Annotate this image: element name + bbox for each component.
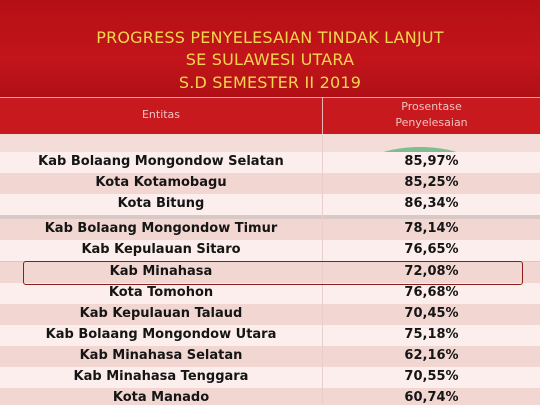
table-row: Kota Tomohon 76,68% bbox=[0, 283, 540, 304]
row-percent: 62,16% bbox=[404, 348, 459, 363]
row-entity: Kab Kepulauan Sitaro bbox=[81, 242, 241, 257]
row-entity: Kab Bolaang Mongondow Utara bbox=[45, 327, 277, 342]
row-entity: Kab Minahasa Selatan bbox=[79, 348, 243, 363]
table-spacer-row bbox=[0, 134, 540, 152]
header-prosentase-line2: Penyelesaian bbox=[395, 116, 468, 129]
header-entitas: Entitas bbox=[141, 108, 181, 121]
row-percent: 76,68% bbox=[404, 285, 459, 300]
table-row: Kab Minahasa Selatan 62,16% bbox=[0, 346, 540, 367]
row-entity: Kota Tomohon bbox=[108, 285, 214, 300]
header-divider bbox=[322, 97, 323, 134]
row-percent: 76,65% bbox=[404, 242, 459, 257]
title-line-1: PROGRESS PENYELESAIAN TINDAK LANJUT bbox=[96, 28, 444, 47]
row-percent: 78,14% bbox=[404, 221, 459, 236]
row-entity: Kab Minahasa Tenggara bbox=[73, 369, 249, 384]
table-row: Kab Minahasa Tenggara 70,55% bbox=[0, 367, 540, 388]
table-row: Kota Manado 60,74% bbox=[0, 388, 540, 405]
table-row: Kab Bolaang Mongondow Timur 78,14% bbox=[0, 219, 540, 240]
minahasa-outline-marker bbox=[23, 261, 523, 285]
row-entity: Kota Bitung bbox=[117, 196, 205, 211]
header-prosentase: Prosentase Penyelesaian bbox=[323, 99, 540, 131]
table-row: Kab Bolaang Mongondow Utara 75,18% bbox=[0, 325, 540, 346]
row-percent: 86,34% bbox=[404, 196, 459, 211]
row-percent: 70,45% bbox=[404, 306, 459, 321]
table-header-row bbox=[0, 97, 540, 135]
title-line-2: SE SULAWESI UTARA bbox=[185, 50, 355, 69]
table-row: Kab Minahasa 72,08% bbox=[0, 262, 540, 283]
row-percent: 75,18% bbox=[404, 327, 459, 342]
table-row: Kab Kepulauan Sitaro 76,65% bbox=[0, 240, 540, 261]
row-percent: 60,74% bbox=[404, 390, 459, 405]
title-band bbox=[0, 0, 540, 97]
row-percent: 85,97% bbox=[404, 154, 459, 169]
row-percent: 70,55% bbox=[404, 369, 459, 384]
row-percent: 72,08% bbox=[404, 264, 459, 279]
row-entity: Kab Kepulauan Talaud bbox=[79, 306, 243, 321]
row-percent: 85,25% bbox=[404, 175, 459, 190]
table-row: Kab Bolaang Mongondow Selatan 85,97% bbox=[0, 152, 540, 173]
row-entity: Kab Bolaang Mongondow Selatan bbox=[38, 154, 284, 169]
table-row: Kota Kotamobagu 85,25% bbox=[0, 173, 540, 194]
row-entity: Kota Manado bbox=[112, 390, 210, 405]
table-row: Kota Bitung 86,34% bbox=[0, 194, 540, 215]
title-line-3: S.D SEMESTER II 2019 bbox=[178, 73, 362, 92]
table-row: Kab Kepulauan Talaud 70,45% bbox=[0, 304, 540, 325]
header-prosentase-line1: Prosentase bbox=[401, 100, 462, 113]
row-entity: Kab Bolaang Mongondow Timur bbox=[44, 221, 278, 236]
column-divider bbox=[322, 134, 323, 405]
row-entity: Kab Minahasa bbox=[109, 264, 213, 279]
row-entity: Kota Kotamobagu bbox=[95, 175, 227, 190]
